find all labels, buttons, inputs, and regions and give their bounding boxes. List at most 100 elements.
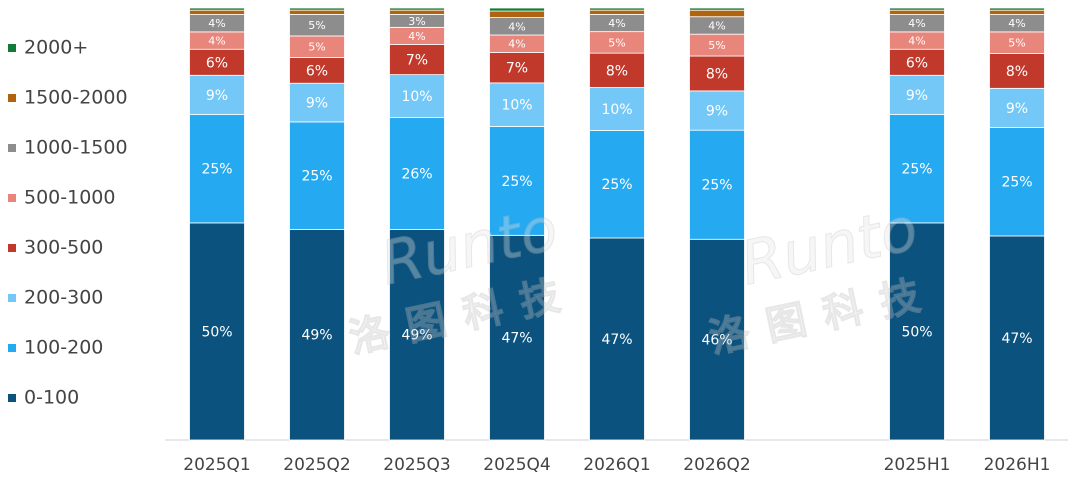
data-label: 25% <box>701 178 732 194</box>
bar-segment <box>989 7 1045 11</box>
bar-segment <box>889 222 945 441</box>
legend-swatch <box>8 394 16 402</box>
bar-segment <box>389 228 445 441</box>
data-label: 25% <box>301 169 332 185</box>
data-label: 5% <box>608 36 625 49</box>
legend-label: 200-300 <box>24 287 103 309</box>
bar-segment <box>189 222 245 441</box>
legend-swatch <box>8 344 16 352</box>
bar-segment <box>489 234 545 441</box>
bar-segment <box>989 126 1045 237</box>
x-tick-label: 2026Q2 <box>683 455 750 475</box>
bar-segment <box>189 113 245 224</box>
bar-segment <box>189 9 245 15</box>
bar-segment <box>889 48 945 76</box>
x-tick-label: 2025Q1 <box>183 455 250 475</box>
bar-segment <box>289 9 345 15</box>
bar-segment <box>289 121 345 230</box>
data-label: 4% <box>908 17 925 30</box>
x-tick-label: 2025Q3 <box>383 455 450 475</box>
bar-segment <box>389 74 445 119</box>
bar-segment <box>289 228 345 441</box>
data-label: 4% <box>508 38 525 51</box>
legend-label: 300-500 <box>24 237 103 259</box>
data-label: 9% <box>1006 101 1028 117</box>
bar-segment <box>689 7 745 11</box>
bar-segment <box>389 44 445 76</box>
data-label: 4% <box>1008 17 1025 30</box>
data-label: 6% <box>306 63 328 79</box>
x-tick-label: 2026H1 <box>984 455 1051 475</box>
data-label: 47% <box>601 332 632 348</box>
x-tick-label: 2025Q4 <box>483 455 550 475</box>
x-tick-label: 2026Q1 <box>583 455 650 475</box>
bar-segment <box>489 7 545 12</box>
legend-label: 2000+ <box>24 37 88 59</box>
x-tick-label: 2025Q2 <box>283 455 350 475</box>
bar-segment <box>589 237 645 441</box>
bar-segment <box>289 7 345 11</box>
bar-segment <box>989 9 1045 15</box>
bar-segment <box>889 113 945 224</box>
bar-segment <box>889 7 945 11</box>
bar-segment <box>989 235 1045 441</box>
bar-segment <box>589 52 645 88</box>
bar-segment <box>689 9 745 18</box>
data-label: 4% <box>608 17 625 30</box>
data-label: 4% <box>908 35 925 48</box>
data-label: 8% <box>1006 64 1028 80</box>
data-label: 9% <box>306 96 328 112</box>
bar-segment <box>289 57 345 84</box>
data-label: 10% <box>601 102 632 118</box>
bar-segment <box>589 9 645 15</box>
data-label: 3% <box>408 15 425 28</box>
data-label: 4% <box>208 35 225 48</box>
bar-segment <box>589 7 645 11</box>
data-label: 7% <box>506 61 528 77</box>
data-label: 6% <box>206 55 228 71</box>
legend-label: 1500-2000 <box>24 87 128 109</box>
bar-segment <box>589 130 645 239</box>
data-label: 25% <box>201 162 232 178</box>
data-label: 4% <box>208 17 225 30</box>
bar-segment <box>289 82 345 123</box>
bar-segment <box>189 7 245 11</box>
data-label: 50% <box>201 324 232 340</box>
data-label: 5% <box>708 39 725 52</box>
data-label: 46% <box>701 333 732 349</box>
data-label: 9% <box>706 104 728 120</box>
bar-segment <box>189 48 245 76</box>
data-label: 10% <box>401 89 432 105</box>
bar-segment <box>689 90 745 131</box>
data-label: 4% <box>408 30 425 43</box>
bar-segment <box>489 82 545 127</box>
data-label: 4% <box>508 20 525 33</box>
bar-segment <box>389 117 445 230</box>
legend-swatch <box>8 44 16 52</box>
data-label: 25% <box>501 174 532 190</box>
data-label: 25% <box>601 177 632 193</box>
legend-label: 0-100 <box>24 387 79 409</box>
legend-swatch <box>8 244 16 252</box>
legend-label: 100-200 <box>24 337 103 359</box>
bar-segment <box>889 9 945 15</box>
data-label: 6% <box>906 55 928 71</box>
data-label: 5% <box>1008 37 1025 50</box>
bar-segment <box>889 74 945 115</box>
legend-label: 1000-1500 <box>24 137 128 159</box>
legend-swatch <box>8 294 16 302</box>
data-label: 49% <box>301 328 332 344</box>
data-label: 9% <box>906 88 928 104</box>
bar-segment <box>989 53 1045 89</box>
data-label: 25% <box>1001 175 1032 191</box>
data-label: 7% <box>406 53 428 69</box>
data-label: 47% <box>1001 331 1032 347</box>
data-label: 26% <box>401 166 432 182</box>
data-label: 4% <box>708 19 725 32</box>
data-label: 47% <box>501 331 532 347</box>
data-label: 5% <box>308 19 325 32</box>
x-tick-label: 2025H1 <box>884 455 951 475</box>
bar-segment <box>489 52 545 84</box>
legend-label: 500-1000 <box>24 187 115 209</box>
